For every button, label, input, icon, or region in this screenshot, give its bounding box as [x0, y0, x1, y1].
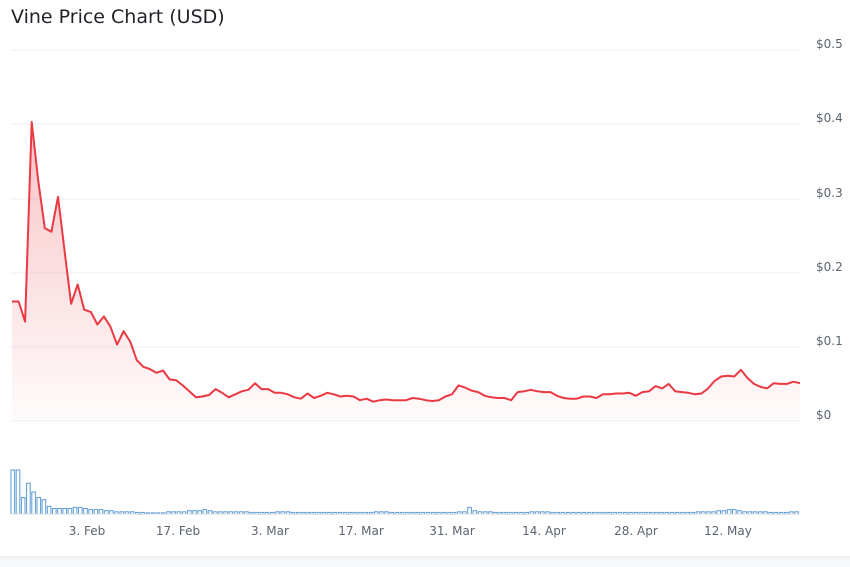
- price-area: [12, 122, 800, 421]
- y-tick-label: $0.3: [816, 186, 843, 200]
- y-tick-label: $0.2: [816, 260, 843, 274]
- volume-bar: [26, 482, 31, 515]
- volume-bar: [72, 506, 78, 515]
- x-tick-label: 14. Apr: [522, 524, 566, 538]
- y-tick-label: $0.1: [816, 334, 843, 348]
- volume-bar: [88, 509, 94, 515]
- volume-bar: [10, 469, 16, 515]
- volume-bar: [98, 509, 104, 515]
- volume-bar: [67, 508, 73, 515]
- volume-bar: [52, 508, 57, 515]
- volume-bar: [202, 509, 208, 515]
- volume-bar: [57, 508, 62, 515]
- x-tick-label: 12. May: [704, 524, 752, 538]
- volume-bar: [83, 508, 88, 515]
- volume-bar: [36, 497, 42, 515]
- x-tick-label: 17. Feb: [156, 524, 200, 538]
- price-line: [12, 121, 801, 403]
- volume-bar: [732, 509, 737, 515]
- x-tick-label: 28. Apr: [614, 524, 658, 538]
- volume-bar: [15, 469, 21, 515]
- y-tick-label: $0.5: [816, 37, 843, 51]
- x-tick-label: 17. Mar: [338, 524, 384, 538]
- volume-bar: [31, 491, 36, 515]
- volume-bar: [467, 506, 472, 515]
- volume-bars: [10, 469, 799, 515]
- volume-bar: [93, 509, 99, 515]
- x-axis-ticks: 3. Feb 17. Feb 3. Mar 17. Mar 31. Mar 14. Apr…: [69, 524, 752, 538]
- volume-bar: [41, 499, 47, 515]
- y-tick-label: $0: [816, 408, 831, 422]
- chart-title: Vine Price Chart (USD): [11, 6, 225, 28]
- y-tick-label: $0.4: [816, 111, 843, 125]
- volume-bar: [726, 509, 732, 515]
- navigator-strip[interactable]: [0, 557, 850, 567]
- x-tick-label: 31. Mar: [429, 524, 475, 538]
- volume-bar: [20, 497, 26, 515]
- x-tick-label: 3. Feb: [69, 524, 106, 538]
- volume-bar: [62, 508, 68, 515]
- volume-bar: [46, 505, 52, 515]
- x-tick-label: 3. Mar: [251, 524, 289, 538]
- y-axis-ticks: $0 $0.1 $0.2 $0.3 $0.4 $0.5: [816, 37, 843, 422]
- volume-bar: [78, 506, 83, 515]
